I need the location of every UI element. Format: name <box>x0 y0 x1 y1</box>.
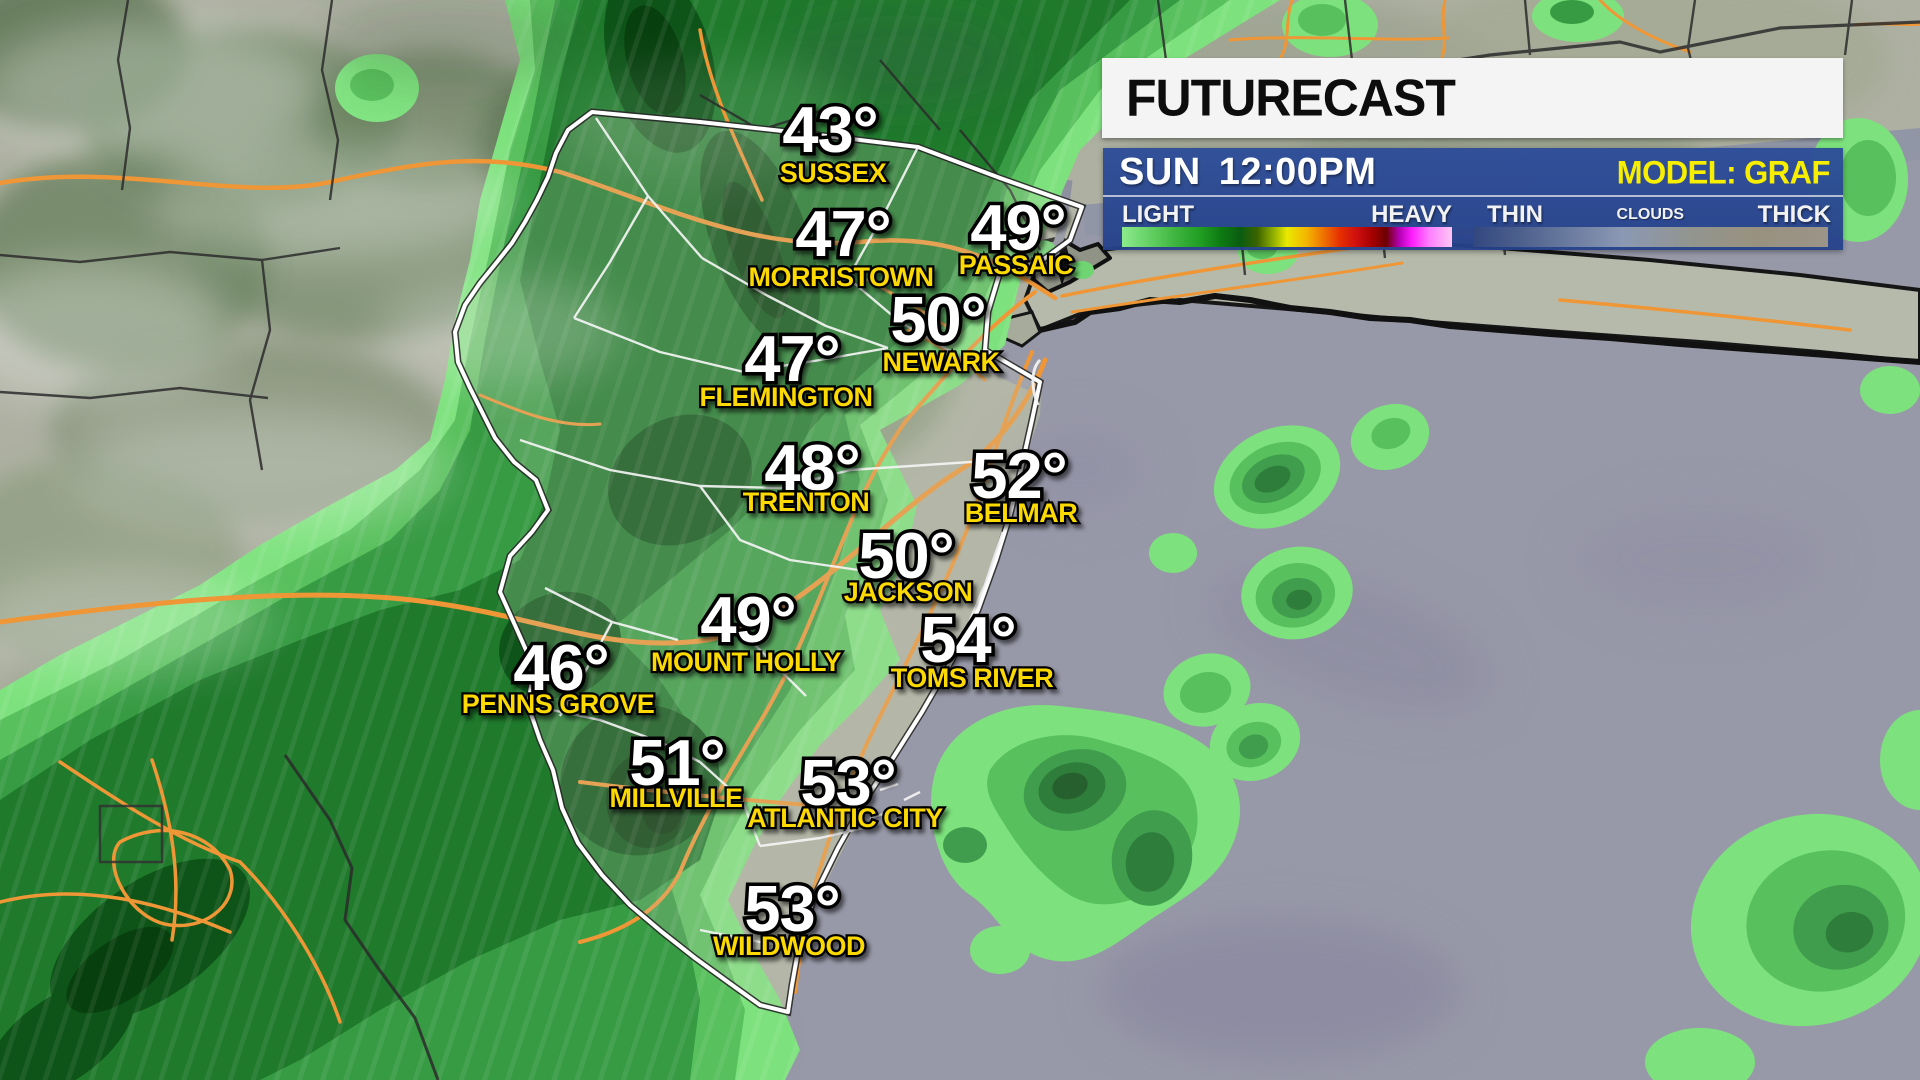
station-city: SUSSEX <box>780 158 887 188</box>
station-city: MOUNT HOLLY <box>651 647 841 677</box>
station-city: WILDWOOD <box>713 931 865 961</box>
model-label: MODEL: GRAF <box>1616 154 1831 191</box>
precip-legend-heavy-label: HEAVY <box>1371 201 1452 228</box>
station-city: BELMAR <box>965 498 1078 528</box>
futurecast-header: FUTURECAST <box>1102 58 1843 138</box>
station-temp: 50° <box>858 519 953 592</box>
panel-divider <box>1103 195 1843 197</box>
station-temp: 46° <box>513 631 608 704</box>
station-city: MILLVILLE <box>610 783 743 813</box>
cloud-legend-clouds-label: CLOUDS <box>1616 206 1685 223</box>
futurecast-panel: FUTURECAST SUN 12:00PM MODEL: GRAF LIGHT … <box>1102 58 1843 250</box>
roads-layer <box>0 0 1920 1024</box>
station-temp: 47° <box>744 322 839 395</box>
station-city: JACKSON <box>844 577 973 607</box>
station-temp: 52° <box>971 439 1066 512</box>
cloud-legend-labels: THIN CLOUDS THICK <box>1487 201 1831 229</box>
station-city: TOMS RIVER <box>891 663 1054 693</box>
station-temp: 49° <box>700 583 795 656</box>
station-temp: 51° <box>629 726 724 799</box>
station-temp: 43° <box>782 93 877 166</box>
station-temp: 53° <box>744 872 839 945</box>
cloud-gradient-bar <box>1473 227 1828 247</box>
station-city: TRENTON <box>743 487 870 517</box>
station-temp: 48° <box>764 431 859 504</box>
station-city: ATLANTIC CITY <box>747 803 943 833</box>
futurecast-infobar: SUN 12:00PM MODEL: GRAF LIGHT HEAVY THIN … <box>1103 148 1843 250</box>
station-temp: 49° <box>970 191 1065 264</box>
manhattan <box>1054 228 1070 286</box>
page-title: FUTURECAST <box>1126 68 1456 128</box>
timestamp-row: SUN 12:00PM MODEL: GRAF <box>1103 148 1843 195</box>
station-city: NEWARK <box>883 347 1001 377</box>
cloud-legend-thick-label: THICK <box>1757 201 1831 228</box>
nj-county-lines-white <box>519 117 1042 950</box>
station-temp: 47° <box>795 197 890 270</box>
precip-legend-light-label: LIGHT <box>1122 201 1194 228</box>
station-temp: 53° <box>800 746 895 819</box>
li-south-shore-jagged <box>1037 293 1920 365</box>
timestamp-day: SUN <box>1119 151 1201 193</box>
cloud-legend-thin-label: THIN <box>1487 201 1543 228</box>
station-city: PENNS GROVE <box>462 689 655 719</box>
station-labels: 43° SUSSEX 47° MORRISTOWN 49° PASSAIC 50… <box>459 90 1080 964</box>
station-city: PASSAIC <box>959 250 1074 280</box>
station-city: MORRISTOWN <box>749 262 934 292</box>
timestamp: SUN 12:00PM <box>1119 151 1376 194</box>
precip-gradient-bar <box>1122 227 1452 247</box>
station-city: FLEMINGTON <box>700 382 873 412</box>
ocean-shading <box>480 425 1830 1080</box>
station-temp: 54° <box>920 603 1015 676</box>
precip-legend-labels: LIGHT HEAVY <box>1122 201 1452 229</box>
timestamp-time: 12:00PM <box>1218 151 1377 193</box>
station-temp: 50° <box>890 283 985 356</box>
cloud-layer <box>0 0 1020 675</box>
